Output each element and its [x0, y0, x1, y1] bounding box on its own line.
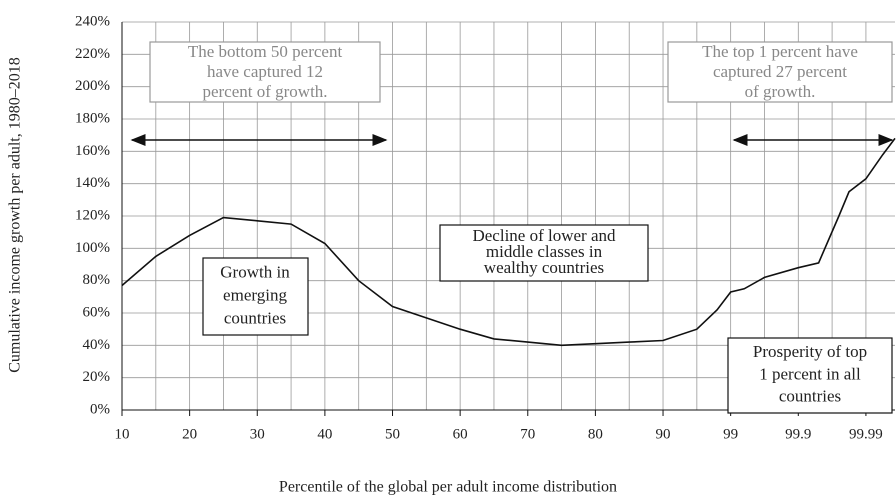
annotation-box: [727, 337, 893, 414]
annotation-text: middle classes in: [486, 242, 603, 261]
x-tick-label: 80: [588, 426, 603, 442]
annotation-text: countries: [224, 308, 286, 327]
annotation-text: Prosperity of top: [753, 342, 867, 361]
x-tick-label: 50: [385, 426, 400, 442]
annotation-text: countries: [779, 387, 841, 406]
annotation-text: 1 percent in all: [759, 364, 861, 383]
y-tick-label: 140%: [75, 175, 110, 191]
annotation-text: Growth in: [220, 262, 290, 281]
annotation-text: emerging: [223, 285, 287, 304]
annotation-box: [667, 41, 893, 103]
y-tick-label: 180%: [75, 110, 110, 126]
y-tick-label: 40%: [83, 337, 111, 353]
x-tick-label: 10: [115, 426, 130, 442]
y-tick-label: 220%: [75, 46, 110, 62]
x-tick-label: 30: [250, 426, 265, 442]
x-tick-label: 20: [182, 426, 197, 442]
annotation-text: captured 27 percent: [713, 62, 847, 81]
annotation-text: The top 1 percent have: [702, 42, 858, 61]
annotation-box: [439, 224, 649, 282]
y-tick-label: 160%: [75, 143, 110, 159]
annotation-text: Decline of lower and: [472, 226, 616, 245]
y-tick-label: 120%: [75, 207, 110, 223]
x-tick-label: 90: [656, 426, 671, 442]
y-axis-label: Cumulative income growth per adult, 1980…: [7, 57, 24, 373]
y-tick-label: 100%: [75, 240, 110, 256]
x-axis-label: Percentile of the global per adult incom…: [279, 479, 617, 496]
annotation-text: wealthy countries: [484, 258, 604, 277]
annotation-text: have captured 12: [207, 62, 323, 81]
y-tick-label: 20%: [83, 369, 111, 385]
x-tick-label: 60: [453, 426, 468, 442]
y-tick-label: 80%: [83, 272, 111, 288]
annotation-text: percent of growth.: [202, 82, 327, 101]
y-tick-label: 240%: [75, 13, 110, 29]
income-growth-line: [121, 137, 896, 347]
x-tick-label: 70: [520, 426, 535, 442]
x-tick-label: 99.99: [849, 426, 883, 442]
y-tick-label: 60%: [83, 304, 111, 320]
annotation-text: of growth.: [745, 82, 816, 101]
annotation-text: The bottom 50 percent: [188, 42, 343, 61]
y-tick-label: 0%: [90, 401, 110, 417]
x-tick-label: 99: [723, 426, 738, 442]
x-tick-label: 40: [317, 426, 332, 442]
y-tick-label: 200%: [75, 78, 110, 94]
x-tick-label: 99.9: [785, 426, 811, 442]
annotation-box: [149, 41, 381, 103]
annotation-box: [202, 257, 309, 336]
